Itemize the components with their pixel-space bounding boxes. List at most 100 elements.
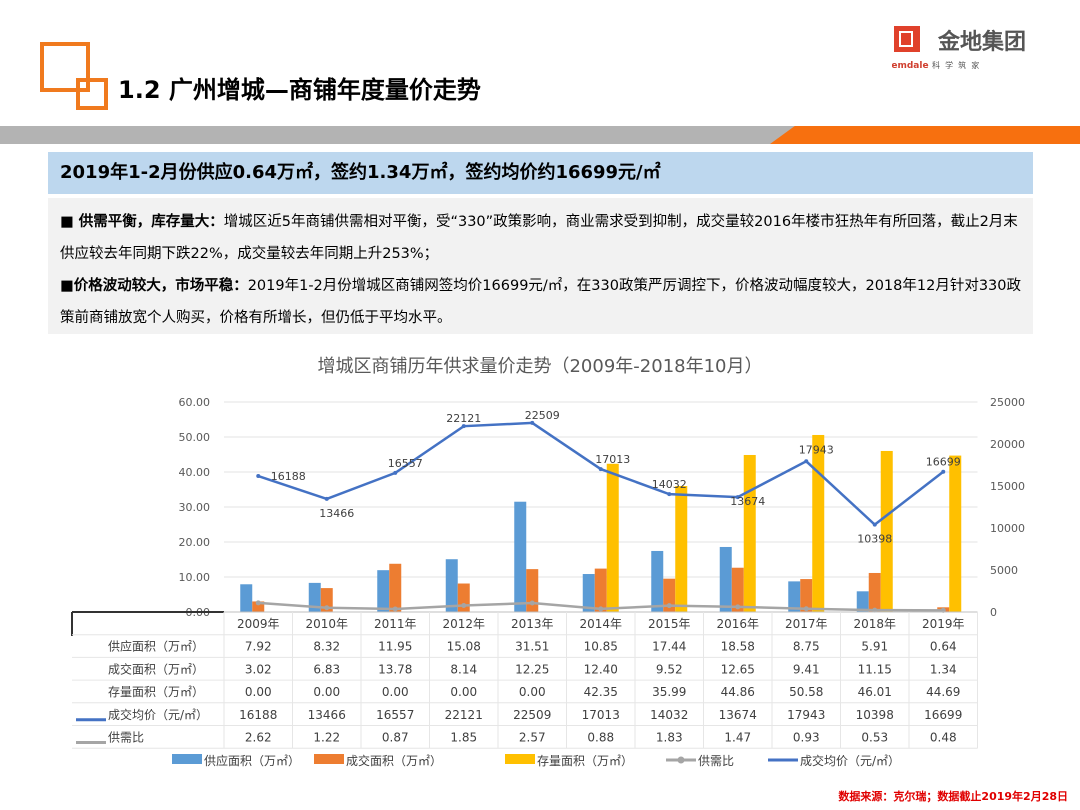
bullet-text: 2019年1-2月份增城区商铺网签均价16699元/㎡，在330政策严厉调控下，… xyxy=(60,278,1021,326)
left-axis-tick: 50.00 xyxy=(179,431,211,444)
brand-mark-icon xyxy=(894,26,920,52)
category-label: 2010年 xyxy=(305,617,348,631)
legend-swatch xyxy=(505,754,535,764)
ratio-point xyxy=(735,604,741,610)
table-cell: 11.95 xyxy=(378,640,412,654)
table-cell: 46.01 xyxy=(858,685,892,699)
table-cell: 6.83 xyxy=(313,662,340,676)
ratio-point xyxy=(598,606,604,612)
table-cell: 8.32 xyxy=(313,640,340,654)
table-cell: 17943 xyxy=(787,708,825,722)
legend-label: 供需比 xyxy=(698,754,734,768)
table-cell: 35.99 xyxy=(652,685,686,699)
table-cell: 0.00 xyxy=(382,685,409,699)
bar-1-2018年 xyxy=(868,572,881,612)
bar-1-2011年 xyxy=(389,563,402,612)
price-data-label: 22121 xyxy=(446,412,481,425)
bar-0-2012年 xyxy=(445,559,458,612)
table-cell: 44.86 xyxy=(721,685,755,699)
price-point xyxy=(804,459,809,464)
ratio-point xyxy=(529,600,535,606)
category-label: 2012年 xyxy=(442,617,485,631)
price-point xyxy=(941,469,946,474)
bullet-item: ■价格波动较大，市场平稳：2019年1-2月份增城区商铺网签均价16699元/㎡… xyxy=(60,270,1021,334)
table-cell: 0.64 xyxy=(930,640,957,654)
right-axis-tick: 0 xyxy=(990,606,997,619)
brand-name: 金地集团 xyxy=(937,29,1026,55)
table-cell: 1.47 xyxy=(724,731,751,745)
ratio-point xyxy=(255,600,261,606)
price-data-label: 17943 xyxy=(799,443,834,456)
table-cell: 8.75 xyxy=(793,640,820,654)
table-cell: 7.92 xyxy=(245,640,272,654)
bar-2-2014年 xyxy=(606,463,619,612)
ratio-point xyxy=(392,606,398,612)
table-cell: 1.83 xyxy=(656,731,683,745)
right-axis-tick: 5000 xyxy=(990,564,1018,577)
table-cell: 11.15 xyxy=(858,662,892,676)
brand-logo: 金地集团 Gemdale 科 学 筑 家 xyxy=(892,26,1026,71)
table-cell: 12.25 xyxy=(515,662,549,676)
table-row-header: 供应面积（万㎡） xyxy=(108,639,204,654)
bar-1-2010年 xyxy=(320,588,333,612)
table-cell: 0.48 xyxy=(930,731,957,745)
left-axis-tick: 60.00 xyxy=(179,396,211,409)
table-cell: 16699 xyxy=(924,708,962,722)
bar-0-2014年 xyxy=(582,574,595,612)
bar-0-2016年 xyxy=(719,546,732,612)
category-label: 2009年 xyxy=(237,617,280,631)
table-cell: 2.57 xyxy=(519,731,546,745)
price-point xyxy=(393,470,398,475)
category-label: 2013年 xyxy=(511,617,554,631)
table-cell: 10398 xyxy=(856,708,894,722)
table-cell: 0.88 xyxy=(587,731,614,745)
table-row-header: 成交面积（万㎡） xyxy=(108,661,204,676)
bar-1-2013年 xyxy=(526,569,539,612)
avg-price-line xyxy=(257,421,945,527)
table-cell: 13.78 xyxy=(378,662,412,676)
bar-2-2017年 xyxy=(812,434,825,612)
price-data-label: 13466 xyxy=(319,507,354,520)
brand-slogan: 科 学 筑 家 xyxy=(932,60,979,70)
bar-2-2015年 xyxy=(675,486,688,612)
price-data-label: 17013 xyxy=(595,453,630,466)
price-point xyxy=(667,492,672,497)
ratio-point xyxy=(461,603,467,609)
ratio-point xyxy=(872,607,878,613)
left-axis-tick: 10.00 xyxy=(179,571,211,584)
price-data-label: 13674 xyxy=(730,495,765,508)
table-cell: 2.62 xyxy=(245,731,272,745)
category-label: 2011年 xyxy=(374,617,417,631)
left-axis-tick: 20.00 xyxy=(179,536,211,549)
table-cell: 12.40 xyxy=(584,662,618,676)
price-data-label: 14032 xyxy=(652,478,687,491)
table-cell: 12.65 xyxy=(721,662,755,676)
legend-swatch xyxy=(172,754,202,764)
legend-marker xyxy=(677,756,685,764)
bar-2-2016年 xyxy=(743,454,756,612)
price-point xyxy=(598,467,603,472)
price-point xyxy=(461,424,466,429)
table-cell: 1.85 xyxy=(450,731,477,745)
legend-label: 供应面积（万㎡） xyxy=(204,753,300,768)
table-cell: 42.35 xyxy=(584,685,618,699)
table-row-header: 成交均价（元/㎡） xyxy=(108,707,208,722)
table-cell: 22121 xyxy=(445,708,483,722)
bullet-text: 增城区近5年商铺供需相对平衡，受“330”政策影响，商业需求受到抑制，成交量较2… xyxy=(60,214,1018,262)
table-cell: 10.85 xyxy=(584,640,618,654)
table-cell: 5.91 xyxy=(861,640,888,654)
table-cell: 0.93 xyxy=(793,731,820,745)
header-band-orange xyxy=(770,126,1080,144)
table-cell: 13674 xyxy=(719,708,757,722)
table-cell: 14032 xyxy=(650,708,688,722)
brand-en: Gemdale xyxy=(892,61,929,71)
table-cell: 18.58 xyxy=(721,640,755,654)
table-cell: 50.58 xyxy=(789,685,823,699)
table-cell: 9.52 xyxy=(656,662,683,676)
data-source-note: 数据来源：克尔瑞；数据截止2019年2月28日 xyxy=(838,790,1068,803)
category-label: 2018年 xyxy=(853,617,896,631)
ratio-point xyxy=(803,606,809,612)
bar-1-2009年 xyxy=(252,601,265,612)
table-cell: 0.53 xyxy=(861,731,888,745)
bullet-lead: ■ 供需平衡，库存量大： xyxy=(60,214,224,230)
